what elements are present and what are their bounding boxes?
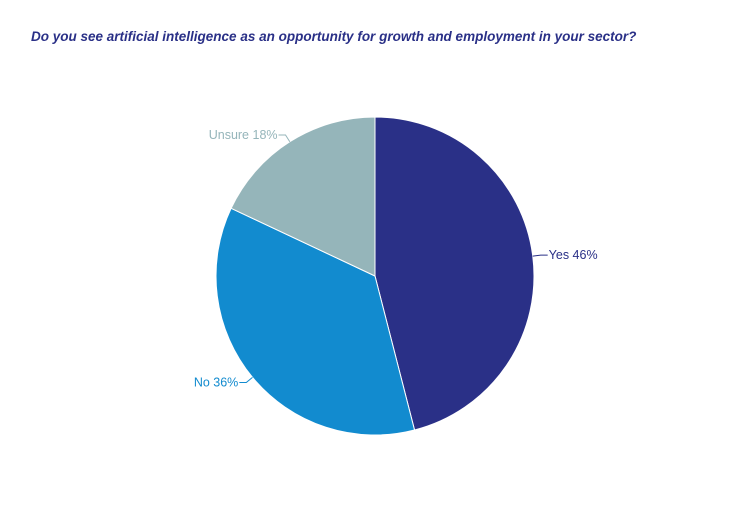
leader-line-unsure: [278, 134, 291, 143]
data-label-unsure: Unsure 18%: [209, 128, 278, 142]
data-label-yes: Yes 46%: [549, 248, 598, 262]
data-label-no: No 36%: [194, 375, 238, 389]
leader-line-yes: [532, 254, 548, 257]
leader-line-no: [239, 376, 253, 383]
chart-title: Do you see artificial intelligence as an…: [31, 29, 637, 44]
pie-slice-no: [215, 207, 416, 436]
